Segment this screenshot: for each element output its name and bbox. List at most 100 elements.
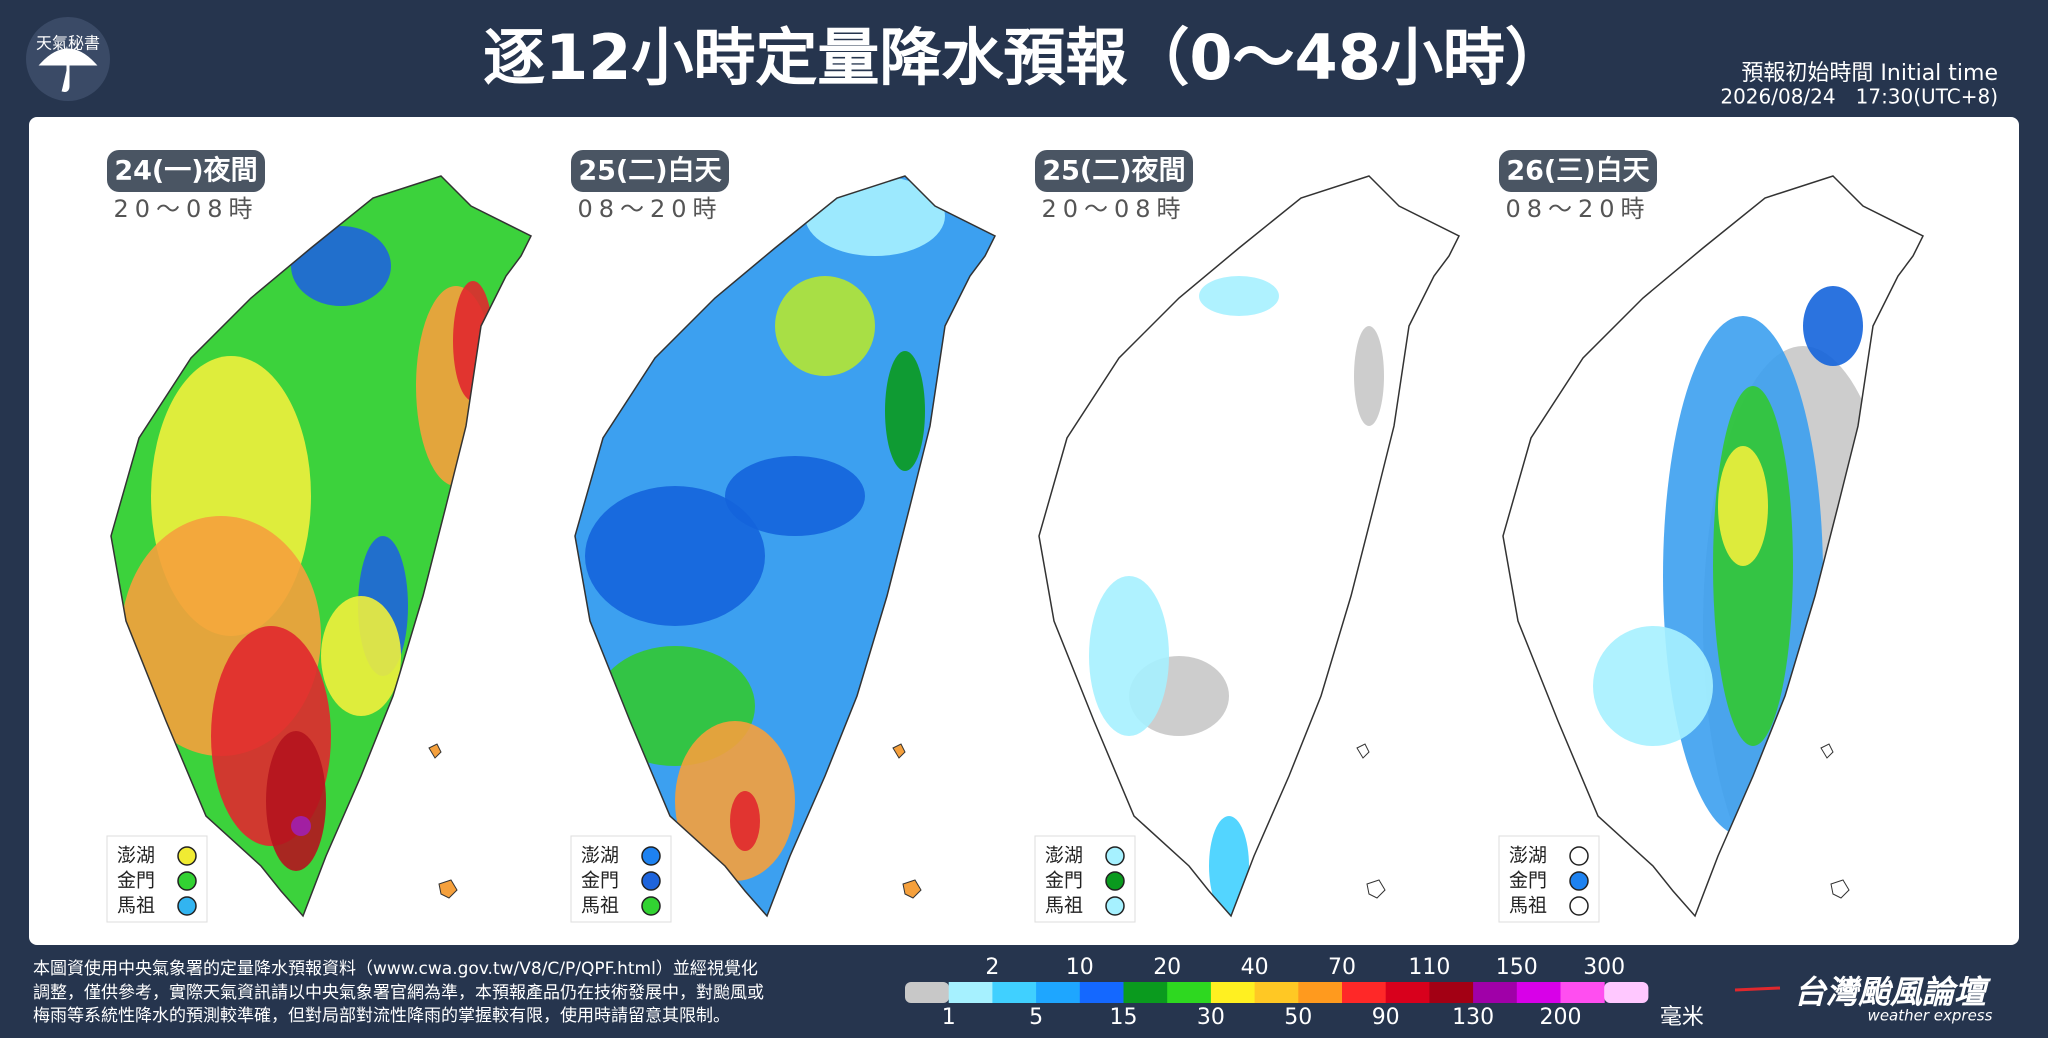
island-dot [177,896,197,916]
legend-label: 300 [1583,955,1625,980]
legend-label: 50 [1284,1005,1312,1030]
date-badge [1499,150,1657,192]
small-island [902,879,922,899]
footer-note: 調整，僅供參考，實際天氣資訊請以中央氣象署官網為準，本預報產品仍在技術發展中，對… [33,983,764,1003]
island-dot [1105,846,1125,866]
island-dot [177,871,197,891]
date-badge [1035,150,1193,192]
island-dot [641,871,661,891]
title: 逐12小時定量降水預報（0～48小時） [483,21,1567,94]
rain-area [291,816,311,836]
rain-areas [585,176,945,881]
date-badge [571,150,729,192]
legend-label: 90 [1372,1005,1400,1030]
legend-swatch [1298,982,1343,1003]
small-island [428,743,442,759]
legend-swatch [1604,982,1649,1003]
rain-area [1593,626,1713,746]
small-island [1830,879,1850,899]
small-island [892,743,906,759]
legend-swatch [1429,982,1474,1003]
rain-area [291,226,391,306]
island-name: 澎湖 [117,845,155,867]
date-badge [107,150,265,192]
rain-area [1718,446,1768,566]
legend-label: 70 [1328,955,1356,980]
small-island [1366,879,1386,899]
footer-note: 梅雨等系統性降水的預測較準確，但對局部對流性降雨的掌握較有限，使用時請留意其限制… [33,1005,730,1026]
rain-area [1209,816,1249,916]
rain-area [1713,386,1793,746]
legend-swatch [1385,982,1430,1003]
brand: 台灣颱風論壇 [1794,973,1991,1011]
rain-area [730,791,760,851]
date-label: 24(一)夜間 [114,155,257,187]
legend-label: 2 [985,955,999,980]
legend-unit: 毫米 [1660,1005,1704,1030]
island-dot [1569,846,1589,866]
island-name: 金門 [581,870,619,892]
legend-label: 20 [1153,955,1181,980]
taiwan-map [110,175,532,917]
island-name: 馬祖 [581,895,619,917]
island-name: 金門 [117,870,155,892]
legend-label: 1 [942,1005,956,1030]
legend-swatch [1473,982,1518,1003]
hour-range: 08～20時 [577,195,722,223]
island-dot [1569,896,1589,916]
island-dot [641,846,661,866]
island-name: 澎湖 [1509,845,1547,867]
rain-area [1354,326,1384,426]
island-name: 馬祖 [1045,895,1083,917]
rain-areas [1089,276,1384,916]
hour-range: 08～20時 [1505,195,1650,223]
initial-time-label: 預報初始時間 Initial time [1741,61,1998,86]
small-island [1820,743,1834,759]
brand-en: weather express [1868,1007,1993,1025]
rain-areas [121,226,496,871]
island-name: 澎湖 [581,845,619,867]
rain-area [1089,576,1169,736]
island-dot [641,896,661,916]
island-name: 馬祖 [1509,895,1547,917]
legend-label: 30 [1197,1005,1225,1030]
legend-swatch [1254,982,1299,1003]
legend-swatch [1079,982,1124,1003]
legend-swatch [1036,982,1081,1003]
legend-swatch [1516,982,1561,1003]
legend-swatch [905,982,950,1003]
logo-umbrella [38,48,98,92]
island-name: 金門 [1509,870,1547,892]
island-name: 金門 [1045,870,1083,892]
rain-area [1803,286,1863,366]
legend-swatch [1342,982,1387,1003]
island-dot [1569,871,1589,891]
legend-label: 200 [1540,1005,1582,1030]
map-panel [29,117,2019,945]
logo-text: 天氣秘書 [36,34,100,53]
date-label: 25(二)白天 [578,155,721,187]
island-dot [1105,871,1125,891]
legend-label: 10 [1066,955,1094,980]
date-label: 26(三)白天 [1506,155,1649,187]
rain-area [321,596,401,716]
initial-time: 2026/08/24 17:30(UTC+8) [1720,85,1998,109]
small-island [438,879,458,899]
legend-label: 110 [1408,955,1450,980]
small-island [1356,743,1370,759]
hour-range: 20～08時 [113,195,258,223]
island-dot [177,846,197,866]
date-label: 25(二)夜間 [1042,155,1185,187]
legend-label: 130 [1452,1005,1494,1030]
legend-swatch [1560,982,1605,1003]
footer-note: 本圖資使用中央氣象署的定量降水預報資料（www.cwa.gov.tw/V8/C/… [33,958,758,979]
hour-range: 20～08時 [1041,195,1186,223]
taiwan-map [1038,175,1460,917]
legend-swatch [1167,982,1212,1003]
legend-swatch [1123,982,1168,1003]
rain-area [725,456,865,536]
